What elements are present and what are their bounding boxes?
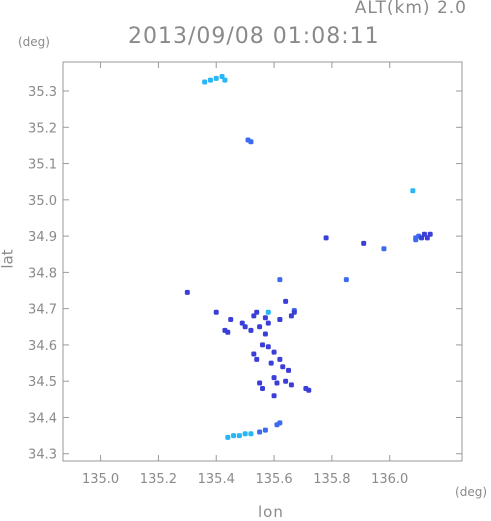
echo-point <box>265 320 271 326</box>
echo-point <box>291 309 297 315</box>
altitude-label: ALT(km) 2.0 <box>354 0 467 18</box>
echo-point <box>288 313 294 319</box>
echo-point <box>277 356 283 362</box>
echo-point <box>283 378 289 384</box>
echo-point <box>242 431 248 437</box>
echo-point <box>424 235 430 241</box>
echo-point <box>262 331 268 337</box>
echo-point <box>306 387 312 393</box>
echo-point <box>239 320 245 326</box>
echo-point <box>213 309 219 315</box>
x-tick-label: 135.2 <box>140 472 177 487</box>
echo-point <box>248 431 254 437</box>
echo-point <box>251 313 257 319</box>
y-axis-unit: (deg) <box>18 35 50 49</box>
echo-point <box>260 385 265 391</box>
echo-point <box>361 240 367 246</box>
y-tick-label: 34.8 <box>28 266 57 281</box>
y-tick-label: 34.9 <box>28 230 57 245</box>
x-tick-label: 135.6 <box>255 472 292 487</box>
echo-point <box>222 327 228 333</box>
y-tick-label: 34.4 <box>28 411 57 426</box>
echo-point <box>268 360 274 366</box>
echo-point <box>257 324 263 330</box>
echo-point <box>283 298 289 304</box>
echo-point <box>262 427 268 433</box>
echo-point <box>381 246 387 252</box>
x-axis-unit: (deg) <box>455 485 487 499</box>
chart-title-timestamp: 2013/09/08 01:08:11 <box>128 24 380 49</box>
echo-point <box>222 77 228 83</box>
echo-point <box>260 342 265 348</box>
echo-point <box>265 309 271 315</box>
echo-point <box>343 277 349 283</box>
y-tick-label: 35.3 <box>28 85 57 100</box>
echo-point <box>286 367 292 373</box>
y-tick-label: 34.5 <box>28 375 57 390</box>
echo-point <box>225 434 231 440</box>
echo-point <box>248 139 254 145</box>
echo-point <box>242 324 248 330</box>
echo-point <box>213 75 219 81</box>
x-tick-label: 135.0 <box>82 472 119 487</box>
x-tick-label: 135.8 <box>313 472 350 487</box>
echo-point <box>257 429 263 435</box>
echo-point <box>277 317 283 323</box>
x-tick-label: 135.4 <box>198 472 235 487</box>
echo-point <box>413 235 419 241</box>
echo-point <box>323 235 329 241</box>
echo-point <box>277 420 283 426</box>
echo-point <box>184 289 190 295</box>
x-tick-label: 136.0 <box>371 472 408 487</box>
y-tick-label: 34.3 <box>28 448 57 463</box>
echo-point <box>421 231 427 237</box>
y-tick-label: 35.1 <box>28 158 57 173</box>
echo-point <box>254 356 260 362</box>
echo-point <box>280 364 286 370</box>
y-tick-label: 34.6 <box>28 339 57 354</box>
echo-point <box>207 77 213 83</box>
plot-frame <box>62 61 463 462</box>
echo-point <box>262 315 268 321</box>
echo-point <box>277 277 283 283</box>
y-tick-label: 35.0 <box>28 194 57 209</box>
x-axis-label: lon <box>258 503 284 521</box>
echo-point <box>271 349 277 355</box>
echo-point <box>265 344 271 350</box>
echo-point <box>202 79 208 85</box>
echo-point <box>228 317 234 323</box>
echo-point <box>410 188 416 194</box>
y-tick-label: 34.7 <box>28 303 57 318</box>
echo-point <box>419 235 425 241</box>
echo-point <box>271 375 277 381</box>
echo-point <box>251 351 257 357</box>
echo-point <box>271 393 277 399</box>
echo-point <box>231 433 237 439</box>
y-tick-label: 35.2 <box>28 121 57 136</box>
echo-point <box>254 309 260 315</box>
echo-point <box>219 74 225 80</box>
echo-point <box>427 231 433 237</box>
echo-point <box>248 327 254 333</box>
echo-point <box>257 380 263 386</box>
echo-point <box>236 433 242 439</box>
echo-point <box>288 382 294 388</box>
echo-point <box>274 380 280 386</box>
